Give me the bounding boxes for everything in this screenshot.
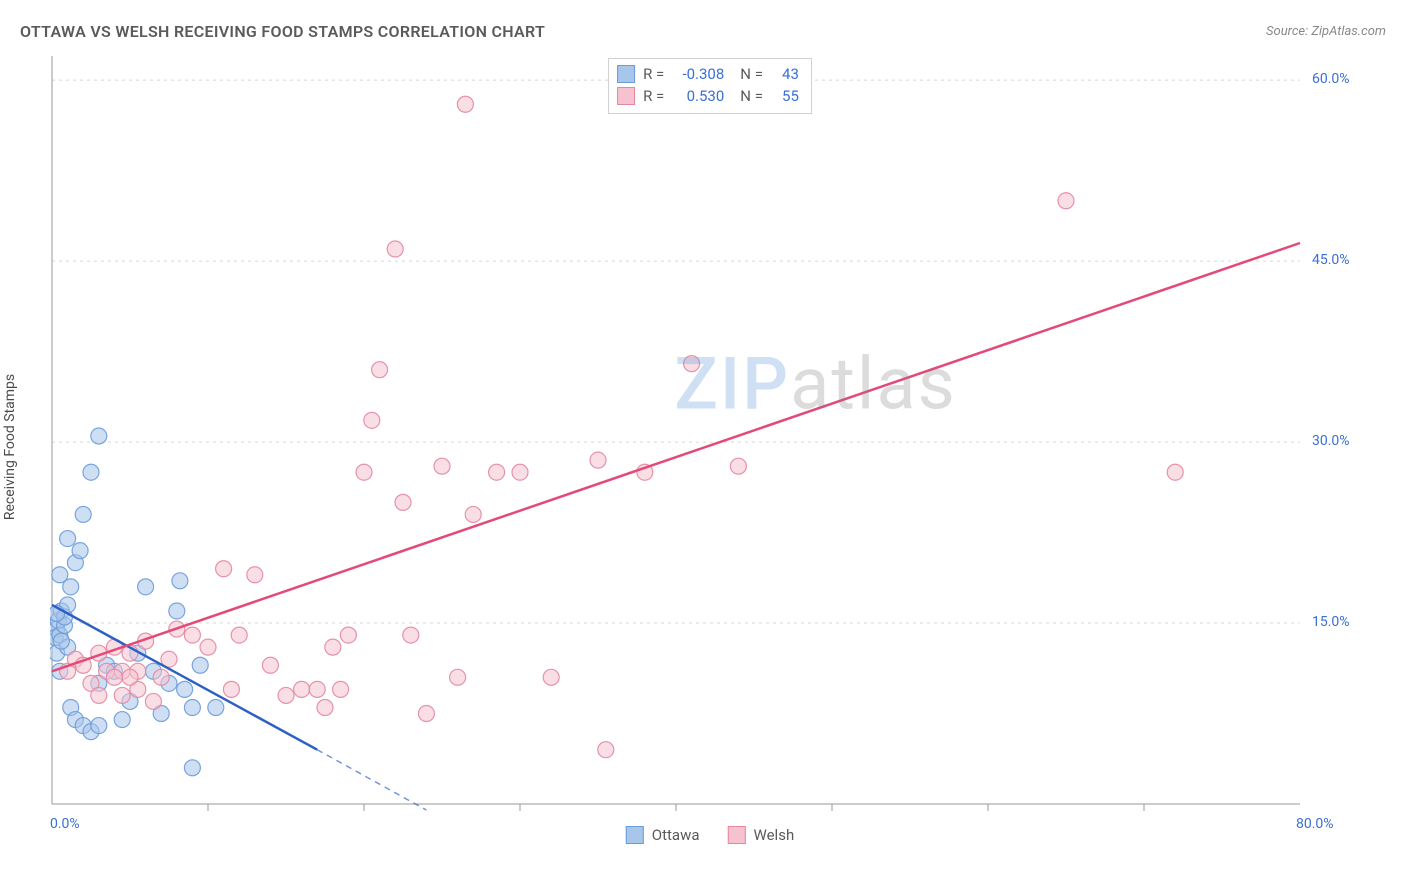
n-value-welsh: 55 <box>771 85 799 107</box>
swatch-ottawa <box>617 65 635 83</box>
legend-label-ottawa: Ottawa <box>652 826 700 844</box>
axis-tick-label: 30.0% <box>1312 433 1350 449</box>
header-bar: OTTAWA VS WELSH RECEIVING FOOD STAMPS CO… <box>0 0 1406 48</box>
legend-swatch-ottawa <box>626 826 644 844</box>
plot-area: Receiving Food Stamps ZIPatlas R = -0.30… <box>50 52 1370 842</box>
r-value-ottawa: -0.308 <box>672 63 724 85</box>
legend-label-welsh: Welsh <box>754 826 795 844</box>
r-label: R = <box>643 85 664 107</box>
legend-item-welsh: Welsh <box>728 826 795 844</box>
bottom-legend: Ottawa Welsh <box>626 826 794 844</box>
axis-tick-label: 45.0% <box>1312 252 1350 268</box>
swatch-welsh <box>617 87 635 105</box>
chart-title: OTTAWA VS WELSH RECEIVING FOOD STAMPS CO… <box>20 22 545 41</box>
legend-item-ottawa: Ottawa <box>626 826 700 844</box>
axis-tick-label: 60.0% <box>1312 71 1350 87</box>
n-label: N = <box>740 85 763 107</box>
source-label: Source: ZipAtlas.com <box>1266 24 1386 39</box>
r-label: R = <box>643 63 664 85</box>
y-axis-title: Receiving Food Stamps <box>2 374 18 520</box>
axis-tick-label: 80.0% <box>1296 816 1334 832</box>
stats-row-welsh: R = 0.530 N = 55 <box>617 85 799 107</box>
n-value-ottawa: 43 <box>771 63 799 85</box>
r-value-welsh: 0.530 <box>672 85 724 107</box>
axis-tick-label: 15.0% <box>1312 614 1350 630</box>
n-label: N = <box>740 63 763 85</box>
stats-row-ottawa: R = -0.308 N = 43 <box>617 63 799 85</box>
stats-legend-box: R = -0.308 N = 43 R = 0.530 N = 55 <box>608 58 812 114</box>
axis-tick-label: 0.0% <box>50 816 80 832</box>
scatter-chart-svg <box>50 52 1370 842</box>
legend-swatch-welsh <box>728 826 746 844</box>
